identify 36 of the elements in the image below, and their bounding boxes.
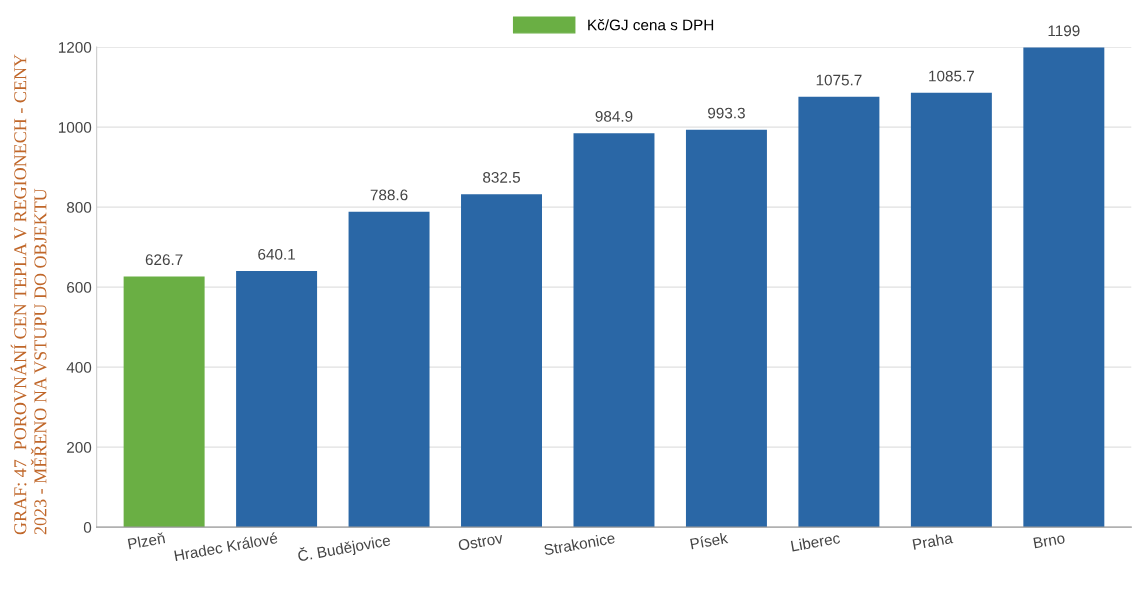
y-tick-label: 400 [66, 362, 92, 373]
text: GRAF: 47 POROVNÁNÍ CEN TEPLA V REGIONECH - CENY 2023 - MĚŘENO NA VSTUPU DO OBJEKTU [10, 54, 47, 535]
data-label: 640.1 [258, 248, 295, 260]
data-label: 1085.7 [929, 70, 974, 82]
bar [910, 92, 992, 528]
y-tick-label: 0 [83, 522, 92, 533]
y-tick-label: 1200 [58, 41, 92, 53]
data-label: 984.9 [595, 110, 633, 122]
data-label: 788.6 [370, 189, 408, 201]
x-tick-label: Brno [1033, 532, 1066, 549]
legend-label: Kč/GJ cena s DPH [588, 19, 714, 31]
bar [236, 271, 318, 528]
data-label: 1199 [1048, 25, 1080, 37]
x-tick-label: Hradec Králové [174, 531, 278, 562]
y-tick-label: 1000 [58, 121, 92, 133]
bar [685, 129, 767, 528]
x-tick-label: Ostrov [457, 532, 504, 551]
data-label: 626.7 [145, 254, 183, 266]
bar [1023, 47, 1105, 528]
bar [461, 194, 542, 528]
data-label: 993.3 [708, 107, 745, 119]
x-tick-label: Písek [690, 531, 729, 550]
bar [348, 211, 430, 528]
x-tick-label: Plzeň [127, 532, 166, 550]
x-tick-label: Liberec [790, 532, 841, 552]
bar [123, 276, 205, 528]
x-tick-label: Č. Budějovice [296, 532, 392, 565]
bar [798, 96, 880, 528]
x-tick-label: Strakonice [543, 532, 616, 556]
x-tick-label: Praha [912, 532, 954, 550]
y-tick-label: 200 [67, 442, 92, 453]
data-label: 832.5 [483, 171, 520, 183]
y-tick-label: 600 [67, 282, 92, 293]
data-label: 1075.7 [816, 74, 862, 86]
y-tick-label: 800 [66, 202, 92, 213]
bar [573, 133, 655, 528]
